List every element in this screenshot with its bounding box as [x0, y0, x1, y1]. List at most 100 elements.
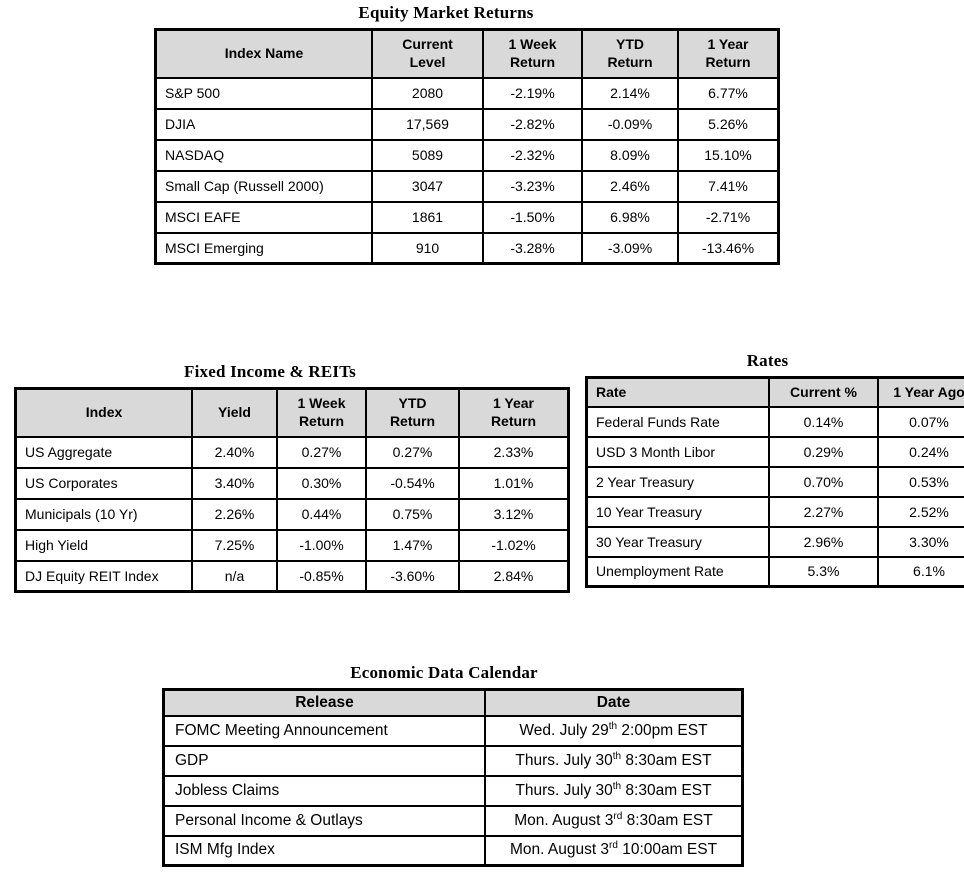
date-text: Thurs. July 30 [515, 781, 613, 799]
value-cell: 3.30% [877, 525, 964, 558]
row-label-cell: 2 Year Treasury [585, 465, 770, 498]
value-cell: 2080 [371, 76, 484, 110]
value-cell: Wed. July 29th 2:00pm EST [484, 714, 744, 747]
header-row: Index Yield 1 Week Return YTD Return 1 Year Ret… [14, 387, 570, 438]
ordinal-suffix: rd [609, 840, 618, 852]
value-cell: 3.40% [191, 466, 278, 500]
table-row: MSCI EAFE 1861 -1.50% 6.98% -2.71% [154, 200, 780, 234]
value-cell: 0.24% [877, 435, 964, 468]
ordinal-suffix: th [608, 720, 618, 732]
value-cell: 2.40% [191, 435, 278, 469]
row-label-cell: DJIA [154, 107, 373, 141]
ordinal-suffix: th [612, 750, 622, 762]
value-cell: Thurs. July 30th 8:30am EST [484, 774, 744, 807]
date-text: 2:00pm EST [617, 721, 708, 739]
value-cell: 1.01% [458, 466, 570, 500]
date-text: 10:00am EST [617, 841, 718, 859]
table-row: 2 Year Treasury 0.70% 0.53% [585, 465, 964, 498]
row-label-cell: 30 Year Treasury [585, 525, 770, 558]
row-label-cell: 10 Year Treasury [585, 495, 770, 528]
column-header: Index [14, 387, 193, 438]
column-header: Current % [768, 376, 879, 408]
value-cell: 0.27% [365, 435, 460, 469]
table-row: US Aggregate 2.40% 0.27% 0.27% 2.33% [14, 435, 570, 469]
value-cell: -0.85% [276, 559, 367, 593]
row-label-cell: Federal Funds Rate [585, 405, 770, 438]
value-cell: 0.75% [365, 497, 460, 531]
value-cell: 8.09% [581, 138, 679, 172]
row-label-cell: ISM Mfg Index [162, 834, 486, 867]
value-cell: 2.46% [581, 169, 679, 203]
table-row: High Yield 7.25% -1.00% 1.47% -1.02% [14, 528, 570, 562]
row-label-cell: US Aggregate [14, 435, 193, 469]
value-cell: -2.19% [482, 76, 583, 110]
value-cell: 0.30% [276, 466, 367, 500]
header-row: Rate Current % 1 Year Ago [585, 376, 964, 408]
table-row: Jobless Claims Thurs. July 30th 8:30am ES… [162, 774, 744, 807]
column-header: 1 Year Ago [877, 376, 964, 408]
column-header: Release [162, 688, 486, 717]
table-row: 30 Year Treasury 2.96% 3.30% [585, 525, 964, 558]
column-header: Yield [191, 387, 278, 438]
value-cell: 1.47% [365, 528, 460, 562]
value-cell: -3.28% [482, 231, 583, 265]
value-cell: 2.52% [877, 495, 964, 528]
table-row: Small Cap (Russell 2000) 3047 -3.23% 2.46% 7… [154, 169, 780, 203]
value-cell: n/a [191, 559, 278, 593]
column-header: Rate [585, 376, 770, 408]
value-cell: 3047 [371, 169, 484, 203]
column-header: YTD Return [365, 387, 460, 438]
value-cell: 910 [371, 231, 484, 265]
value-cell: -0.54% [365, 466, 460, 500]
fixed-income-reits-section: Fixed Income & REITs Index Yield 1 Week Ret… [14, 362, 570, 593]
value-cell: -3.09% [581, 231, 679, 265]
value-cell: -1.50% [482, 200, 583, 234]
value-cell: -1.00% [276, 528, 367, 562]
value-cell: 0.44% [276, 497, 367, 531]
value-cell: -3.60% [365, 559, 460, 593]
table-row: MSCI Emerging 910 -3.28% -3.09% -13.46% [154, 231, 780, 265]
date-text: 8:30am EST [621, 781, 712, 799]
calendar-table-title: Economic Data Calendar [350, 663, 538, 682]
row-label-cell: Jobless Claims [162, 774, 486, 807]
value-cell: 2.26% [191, 497, 278, 531]
row-label-cell: Unemployment Rate [585, 555, 770, 588]
date-text: Mon. August 3 [509, 841, 610, 859]
equity-market-returns-section: Equity Market Returns Index Name Current L… [154, 3, 780, 265]
value-cell: Mon. August 3rd 10:00am EST [484, 834, 744, 867]
value-cell: 6.1% [877, 555, 964, 588]
value-cell: 2.84% [458, 559, 570, 593]
table-row: Personal Income & Outlays Mon. August 3rd… [162, 804, 744, 837]
ordinal-suffix: rd [613, 810, 623, 822]
table-row: USD 3 Month Libor 0.29% 0.24% [585, 435, 964, 468]
value-cell: 0.14% [768, 405, 879, 438]
date-text: Mon. August 3 [514, 811, 614, 829]
table-row: Federal Funds Rate 0.14% 0.07% [585, 405, 964, 438]
table-row: 10 Year Treasury 2.27% 2.52% [585, 495, 964, 528]
equity-table-title: Equity Market Returns [358, 3, 534, 22]
value-cell: 6.98% [581, 200, 679, 234]
table-row: NASDAQ 5089 -2.32% 8.09% 15.10% [154, 138, 780, 172]
table-row: Unemployment Rate 5.3% 6.1% [585, 555, 964, 588]
row-label-cell: US Corporates [14, 466, 193, 500]
date-text: 8:30am EST [622, 811, 713, 829]
value-cell: 5089 [371, 138, 484, 172]
table-row: DJ Equity REIT Index n/a -0.85% -3.60% 2.84% [14, 559, 570, 593]
column-header: Index Name [154, 28, 373, 79]
value-cell: 2.96% [768, 525, 879, 558]
date-text: 8:30am EST [621, 751, 712, 769]
row-label-cell: GDP [162, 744, 486, 777]
value-cell: 0.29% [768, 435, 879, 468]
value-cell: 7.25% [191, 528, 278, 562]
table-row: S&P 500 2080 -2.19% 2.14% 6.77% [154, 76, 780, 110]
column-header: Date [484, 688, 744, 717]
value-cell: -3.23% [482, 169, 583, 203]
value-cell: -0.09% [581, 107, 679, 141]
column-header: 1 Year Return [677, 28, 780, 79]
value-cell: 2.14% [581, 76, 679, 110]
value-cell: -2.71% [677, 200, 780, 234]
table-row: DJIA 17,569 -2.82% -0.09% 5.26% [154, 107, 780, 141]
value-cell: -2.32% [482, 138, 583, 172]
rates-table: Rate Current % 1 Year Ago Federal Funds Rat… [585, 376, 964, 588]
value-cell: 5.26% [677, 107, 780, 141]
